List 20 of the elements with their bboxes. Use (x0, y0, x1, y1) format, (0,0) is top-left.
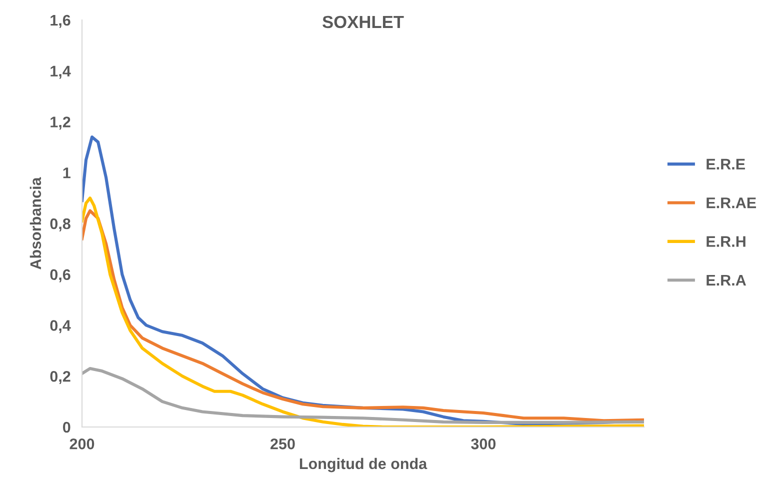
y-tick-label: 1,2 (50, 116, 70, 130)
x-axis-title: Longitud de onda (300, 458, 428, 472)
y-axis-title: Absorbancia (30, 177, 42, 270)
y-tick-label: 0 (62, 422, 70, 433)
legend-label: E.R.A (706, 274, 746, 286)
y-tick-label: 0,4 (50, 320, 71, 334)
line-series (82, 366, 644, 424)
y-tick-label: 1,6 (50, 14, 70, 28)
y-tick-label: 1 (63, 168, 70, 178)
chart-title: SOXHLET (322, 16, 404, 28)
y-tick-label: 0,6 (50, 269, 70, 282)
legend-label: E.R.AE (706, 198, 756, 208)
x-tick-label: 250 (270, 438, 295, 450)
x-tick-label: 300 (471, 438, 496, 450)
x-tick-label: 200 (70, 438, 94, 450)
y-tick-label: 1,4 (50, 66, 71, 79)
y-tick-label: 0,2 (50, 370, 70, 384)
y-tick-label: 0,8 (50, 218, 70, 232)
legend-label: E.R.E (706, 158, 745, 170)
legend-label: E.R.H (706, 236, 746, 247)
